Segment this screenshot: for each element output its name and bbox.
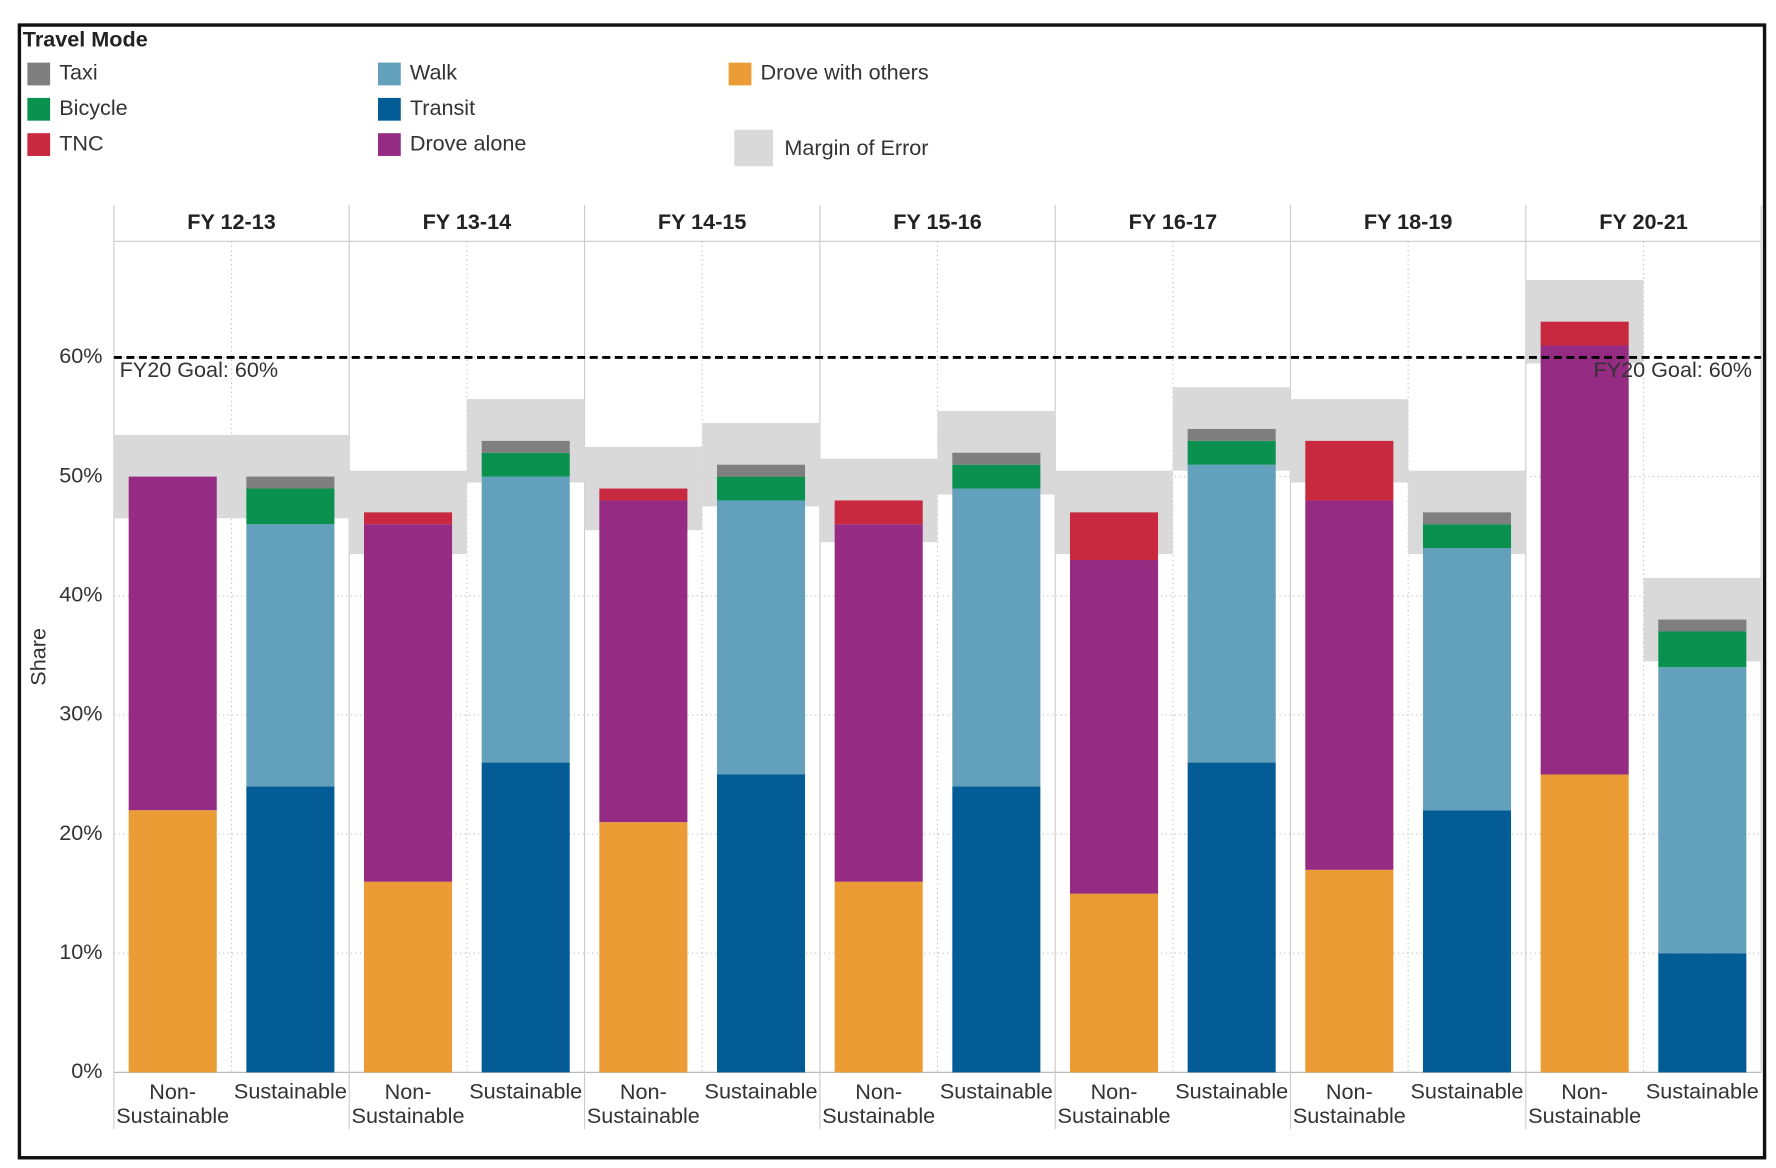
bar-segment bbox=[128, 476, 217, 811]
bar-segment bbox=[1658, 667, 1747, 954]
legend-label: TNC bbox=[59, 130, 103, 155]
bar-segment bbox=[1422, 512, 1512, 525]
legend-label: Drove alone bbox=[410, 130, 527, 155]
x-tick-label: Non-Sustainable bbox=[1293, 1079, 1406, 1128]
y-tick-label: 60% bbox=[59, 343, 102, 368]
bar-segment bbox=[1187, 440, 1276, 465]
bar-segment bbox=[716, 500, 806, 775]
x-tick-label: Sustainable bbox=[1646, 1079, 1759, 1104]
bar-segment bbox=[1305, 440, 1394, 501]
bar-segment bbox=[834, 881, 923, 1073]
x-tick-label: Non-Sustainable bbox=[822, 1079, 935, 1128]
bar-segment bbox=[599, 500, 688, 823]
bar-segment bbox=[481, 762, 570, 1073]
legend-swatch bbox=[27, 62, 51, 86]
bar-segment bbox=[246, 786, 335, 1073]
bar-segment bbox=[1422, 524, 1512, 549]
legend-swatch bbox=[27, 133, 51, 156]
bar-segment bbox=[1187, 428, 1276, 441]
legend-swatch bbox=[377, 133, 401, 156]
legend-label: Bicycle bbox=[59, 95, 127, 120]
x-tick-label: Sustainable bbox=[940, 1079, 1053, 1104]
goal-label: FY20 Goal: 60% bbox=[1593, 357, 1752, 382]
x-tick-label: Non-Sustainable bbox=[352, 1079, 465, 1128]
bar-segment bbox=[1422, 548, 1512, 811]
x-tick-label: Sustainable bbox=[1411, 1079, 1524, 1104]
x-tick-label: Non-Sustainable bbox=[1528, 1079, 1641, 1128]
bar-segment bbox=[599, 488, 688, 501]
legend-title: Travel Mode bbox=[23, 27, 148, 52]
bar-segment bbox=[1187, 464, 1276, 763]
bar-segment bbox=[1305, 869, 1394, 1073]
y-tick-label: 40% bbox=[59, 581, 102, 606]
bar-segment bbox=[952, 452, 1041, 465]
bar-segment bbox=[716, 774, 806, 1073]
bar-segment bbox=[481, 476, 570, 763]
bar-segment bbox=[1540, 774, 1629, 1073]
bar-segment bbox=[952, 464, 1041, 489]
bar-segment bbox=[364, 512, 453, 525]
legend-label: Walk bbox=[410, 60, 457, 85]
x-tick-label: Sustainable bbox=[1175, 1079, 1288, 1104]
group-label: FY 12-13 bbox=[187, 209, 276, 234]
x-tick-label: Sustainable bbox=[234, 1079, 347, 1104]
bar-segment bbox=[481, 452, 570, 477]
goal-label: FY20 Goal: 60% bbox=[120, 357, 279, 382]
legend-swatch bbox=[377, 97, 401, 121]
legend-label: Margin of Error bbox=[784, 135, 928, 160]
bar-segment bbox=[1658, 953, 1747, 1073]
y-tick-label: 50% bbox=[59, 462, 102, 487]
x-tick-label: Non-Sustainable bbox=[116, 1079, 229, 1128]
bar-segment bbox=[1540, 345, 1629, 775]
bar-segment bbox=[364, 524, 453, 882]
bar-segment bbox=[952, 488, 1041, 787]
group-label: FY 16-17 bbox=[1129, 209, 1218, 234]
group-label: FY 18-19 bbox=[1364, 209, 1453, 234]
legend-label: Drove with others bbox=[760, 60, 928, 85]
group-label: FY 15-16 bbox=[893, 209, 982, 234]
x-tick-label: Non-Sustainable bbox=[587, 1079, 700, 1128]
y-tick-label: 10% bbox=[59, 939, 102, 964]
bar-segment bbox=[1069, 893, 1159, 1073]
legend-label: Transit bbox=[410, 95, 475, 120]
group-label: FY 20-21 bbox=[1599, 209, 1688, 234]
bar-segment bbox=[716, 476, 806, 501]
legend-swatch bbox=[377, 62, 401, 86]
bar-segment bbox=[1658, 631, 1747, 668]
y-tick-label: 20% bbox=[59, 820, 102, 845]
bar-segment bbox=[246, 488, 335, 525]
bar-segment bbox=[481, 440, 570, 453]
legend-label: Taxi bbox=[59, 60, 97, 85]
y-tick-label: 0% bbox=[71, 1058, 102, 1083]
bar-segment bbox=[1422, 810, 1512, 1073]
bar-segment bbox=[128, 810, 217, 1073]
y-axis-label: Share bbox=[26, 628, 51, 686]
x-tick-label: Sustainable bbox=[469, 1079, 582, 1104]
bar-segment bbox=[716, 464, 806, 477]
bar-segment bbox=[952, 786, 1041, 1073]
legend-swatch bbox=[728, 62, 752, 86]
bar-segment bbox=[834, 524, 923, 882]
x-tick-label: Sustainable bbox=[705, 1079, 818, 1104]
bar-segment bbox=[1187, 762, 1276, 1073]
legend-swatch bbox=[27, 97, 51, 121]
bar-segment bbox=[1540, 321, 1629, 346]
bar-segment bbox=[246, 476, 335, 489]
bar-segment bbox=[1658, 619, 1747, 632]
bar-segment bbox=[1305, 500, 1394, 870]
group-label: FY 14-15 bbox=[658, 209, 747, 234]
bar-segment bbox=[364, 881, 453, 1073]
bar-segment bbox=[1069, 512, 1159, 561]
y-tick-label: 30% bbox=[59, 701, 102, 726]
group-label: FY 13-14 bbox=[423, 209, 512, 234]
frame bbox=[17, 23, 1767, 1160]
x-tick-label: Non-Sustainable bbox=[1058, 1079, 1171, 1128]
bar-segment bbox=[599, 822, 688, 1073]
bar-segment bbox=[246, 524, 335, 787]
bar-segment bbox=[1069, 560, 1159, 894]
legend-swatch bbox=[734, 129, 774, 167]
bar-segment bbox=[834, 500, 923, 525]
